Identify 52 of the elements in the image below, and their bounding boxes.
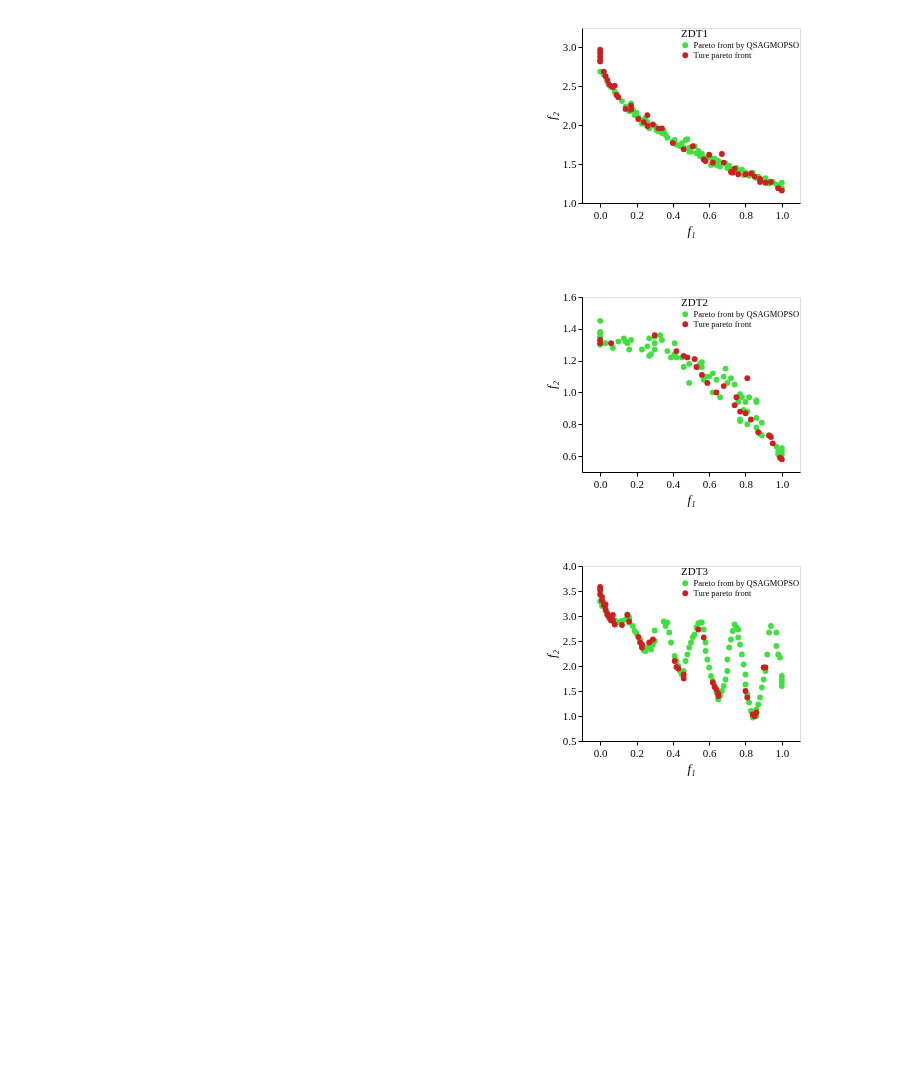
y-tick-label: 1.5	[562, 684, 577, 697]
y-tick-label: 2.5	[562, 634, 577, 647]
x-tick-label: 1.0	[775, 477, 790, 490]
legend-label: Pareto front by QSAGMOPSO	[693, 40, 800, 51]
y-tick-label: 0.8	[562, 417, 577, 430]
x-tick-label: 0.6	[702, 208, 718, 221]
y-tick-label: 3.0	[562, 40, 577, 53]
y-tick-label: 4.0	[562, 559, 577, 572]
x-axis-title: f₁	[687, 491, 696, 507]
y-tick-label: 1.0	[562, 385, 577, 398]
x-tick-label: 0.4	[666, 208, 681, 221]
y-tick-label: 1.4	[562, 322, 577, 335]
y-tick-label: 1.5	[562, 157, 577, 170]
x-tick-label: 0.8	[739, 477, 754, 490]
y-tick-label: 0.6	[562, 449, 577, 462]
y-tick-label: 1.0	[562, 709, 577, 722]
x-tick-label: 0.6	[702, 746, 718, 759]
y-axis-title: f₂	[543, 380, 559, 390]
x-tick-label: 0.8	[739, 208, 754, 221]
x-tick-label: 1.0	[775, 746, 790, 759]
y-tick-label: 1.6	[562, 290, 577, 303]
x-tick-label: 0.2	[630, 477, 644, 490]
x-tick-label: 0.4	[666, 477, 681, 490]
legend-label: Pareto front by QSAGMOPSO	[693, 578, 800, 589]
y-tick-label: 1.0	[562, 196, 577, 209]
y-tick-label: 2.0	[562, 118, 577, 131]
y-tick-label: 2.0	[562, 659, 577, 672]
x-tick-label: 0.2	[630, 746, 644, 759]
y-axis-title: f₂	[543, 111, 559, 121]
legend-label: Pareto front by QSAGMOPSO	[693, 309, 800, 320]
x-tick-label: 0.4	[666, 746, 681, 759]
y-tick-label: 3.5	[562, 584, 577, 597]
x-axis-title: f₁	[687, 760, 696, 776]
x-tick-label: 0.0	[593, 477, 609, 490]
y-tick-label: 2.5	[562, 79, 577, 92]
x-tick-label: 0.6	[702, 477, 718, 490]
x-axis-title: f₁	[687, 222, 696, 238]
y-axis-title: f₂	[543, 649, 559, 659]
legend-title: ZDT1	[681, 27, 708, 39]
x-tick-label: 1.0	[775, 208, 790, 221]
x-tick-label: 0.0	[593, 208, 609, 221]
legend-title: ZDT3	[681, 565, 709, 577]
x-tick-label: 0.0	[593, 746, 609, 759]
legend-label: Ture pareto front	[693, 319, 752, 330]
y-tick-label: 0.5	[562, 734, 577, 747]
y-tick-label: 3.0	[562, 609, 577, 622]
x-tick-label: 0.8	[739, 746, 754, 759]
x-tick-label: 0.2	[630, 208, 644, 221]
legend-label: Ture pareto front	[693, 50, 752, 61]
legend-title: ZDT2	[681, 296, 708, 308]
y-tick-label: 1.2	[562, 354, 577, 367]
legend-label: Ture pareto front	[693, 588, 752, 599]
